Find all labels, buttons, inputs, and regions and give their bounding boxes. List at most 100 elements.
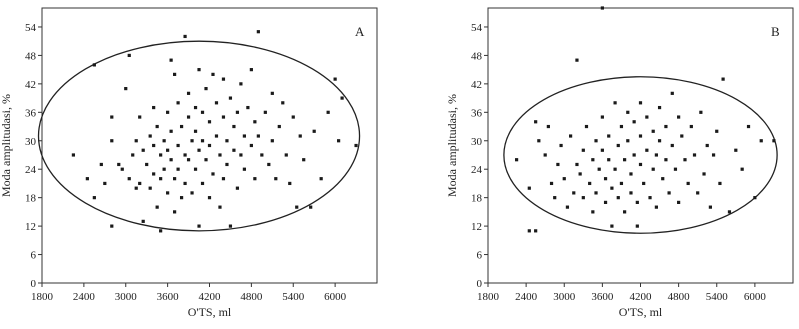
data-point — [92, 63, 96, 67]
data-point — [277, 124, 281, 129]
data-point — [117, 162, 121, 167]
data-point — [753, 196, 757, 200]
data-point — [575, 162, 579, 167]
data-point — [600, 6, 604, 10]
data-point — [514, 158, 519, 162]
data-point — [613, 167, 617, 171]
data-point — [232, 124, 236, 129]
data-point — [211, 172, 215, 176]
data-point — [179, 124, 184, 129]
data-point — [141, 219, 145, 223]
data-point — [667, 191, 671, 195]
data-point — [138, 115, 142, 119]
data-point — [242, 167, 246, 171]
data-point — [718, 181, 722, 186]
data-point — [651, 167, 655, 171]
data-point — [629, 172, 633, 176]
data-point — [534, 120, 538, 124]
data-point — [527, 186, 531, 190]
y-tick-label: 24 — [25, 164, 37, 176]
panel-a: 0 6 12 18 24 30 36 42 48 54 1800 2400 3000 3600 4200 48… — [0, 7, 378, 319]
data-point — [274, 177, 278, 181]
data-point — [190, 191, 194, 195]
data-point — [616, 143, 620, 148]
data-point — [155, 124, 159, 129]
data-point — [651, 129, 655, 133]
data-point — [200, 139, 205, 143]
data-point — [218, 205, 222, 209]
data-point — [235, 186, 240, 190]
y-tick-label: 12 — [471, 221, 482, 233]
data-point — [546, 124, 550, 129]
data-point — [654, 205, 658, 209]
data-point — [291, 115, 295, 119]
data-point — [152, 172, 156, 176]
data-point — [162, 167, 166, 171]
data-point — [645, 115, 649, 119]
data-point — [124, 87, 128, 91]
data-point — [103, 181, 107, 186]
data-point — [176, 167, 180, 171]
data-point — [200, 110, 205, 114]
x-tick-label: 3600 — [157, 291, 180, 303]
data-point — [183, 181, 187, 186]
data-point — [340, 96, 344, 100]
data-point — [553, 196, 557, 200]
data-point — [173, 177, 177, 181]
data-point — [572, 191, 576, 195]
data-point — [594, 139, 598, 143]
data-point — [635, 200, 639, 204]
y-tick-label: 0 — [31, 278, 37, 290]
data-point — [302, 158, 306, 162]
data-point — [218, 153, 222, 157]
data-point — [692, 153, 697, 157]
data-point — [159, 177, 163, 181]
data-point — [677, 115, 681, 119]
data-point — [207, 120, 212, 124]
y-tick-label: 6 — [477, 250, 483, 262]
data-point — [711, 153, 716, 157]
data-point — [260, 153, 264, 157]
data-point — [256, 30, 260, 34]
x-tick-label: 3000 — [553, 291, 576, 303]
data-point — [734, 148, 738, 152]
data-point — [603, 177, 608, 181]
data-point — [138, 181, 142, 186]
plot-frame — [487, 7, 794, 284]
data-point — [597, 167, 601, 171]
data-point — [670, 143, 674, 148]
data-point — [197, 148, 201, 152]
y-tick-label: 0 — [477, 278, 483, 290]
data-point — [211, 72, 215, 76]
data-point — [186, 115, 191, 119]
data-point — [664, 158, 668, 162]
data-point — [214, 134, 219, 138]
data-point — [635, 224, 639, 228]
data-point — [559, 143, 563, 148]
data-point — [263, 110, 267, 114]
data-point — [591, 158, 595, 162]
data-point — [772, 139, 776, 143]
data-point — [239, 153, 243, 157]
y-tick-label: 42 — [471, 79, 482, 91]
data-point — [288, 181, 292, 186]
data-point — [746, 124, 751, 129]
data-point — [600, 148, 604, 152]
data-point — [721, 77, 725, 81]
data-point — [699, 110, 703, 114]
data-point — [677, 200, 681, 204]
data-point — [207, 196, 212, 200]
x-axis-title: O'TS, ml — [188, 305, 232, 319]
data-point — [200, 181, 205, 186]
data-point — [600, 115, 604, 119]
data-point — [610, 224, 614, 228]
data-point — [246, 105, 250, 110]
data-point — [740, 167, 744, 171]
x-axis-title: O'TS, ml — [619, 305, 663, 319]
data-point — [92, 196, 96, 200]
scatter-ellipse — [37, 40, 361, 232]
data-point — [613, 101, 617, 105]
data-point — [127, 177, 131, 181]
data-point — [727, 210, 732, 214]
data-point — [588, 181, 592, 186]
